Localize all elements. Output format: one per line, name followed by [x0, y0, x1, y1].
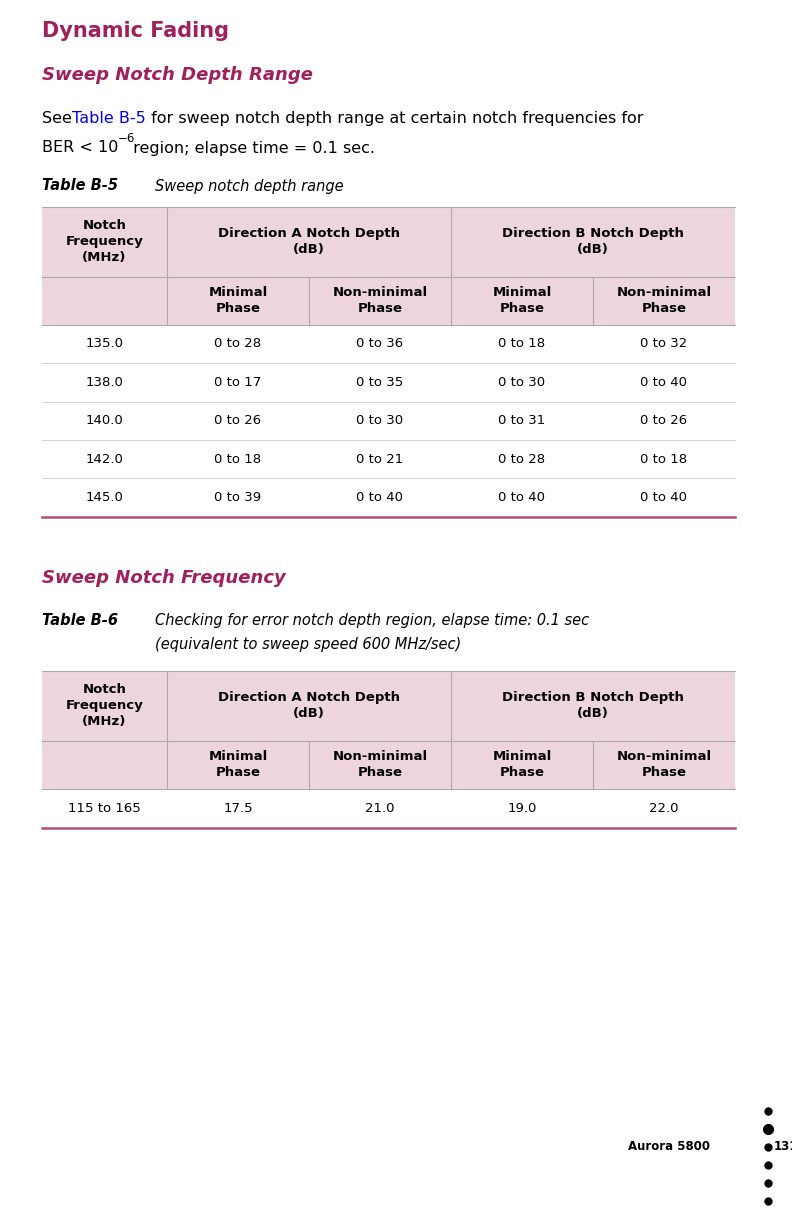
Text: 0 to 26: 0 to 26 — [641, 414, 687, 427]
Text: for sweep notch depth range at certain notch frequencies for: for sweep notch depth range at certain n… — [146, 111, 644, 126]
Text: (equivalent to sweep speed 600 MHz/sec): (equivalent to sweep speed 600 MHz/sec) — [155, 637, 461, 652]
Text: Table B-6: Table B-6 — [42, 613, 118, 628]
Text: 0 to 39: 0 to 39 — [215, 491, 261, 504]
Text: 19.0: 19.0 — [508, 802, 537, 814]
Text: 0 to 28: 0 to 28 — [215, 337, 261, 350]
Text: 131: 131 — [774, 1140, 792, 1154]
Text: 0 to 18: 0 to 18 — [215, 453, 261, 465]
Text: Direction A Notch Depth
(dB): Direction A Notch Depth (dB) — [218, 227, 400, 256]
Text: 0 to 26: 0 to 26 — [215, 414, 261, 427]
Text: Non-minimal
Phase: Non-minimal Phase — [616, 751, 711, 779]
Text: 135.0: 135.0 — [86, 337, 124, 350]
Text: 0 to 18: 0 to 18 — [641, 453, 687, 465]
Text: BER < 10: BER < 10 — [42, 140, 118, 155]
Text: 0 to 32: 0 to 32 — [641, 337, 687, 350]
Text: Non-minimal
Phase: Non-minimal Phase — [616, 286, 711, 315]
Text: Non-minimal
Phase: Non-minimal Phase — [333, 751, 428, 779]
Text: 0 to 30: 0 to 30 — [498, 376, 546, 388]
Text: 138.0: 138.0 — [86, 376, 124, 388]
Text: 0 to 40: 0 to 40 — [498, 491, 546, 504]
Bar — [42, 206, 735, 325]
Text: Minimal
Phase: Minimal Phase — [493, 286, 551, 315]
Bar — [42, 672, 735, 789]
Text: −6: −6 — [117, 132, 135, 144]
Text: 17.5: 17.5 — [223, 802, 253, 814]
Bar — [42, 363, 735, 402]
Text: Table B-5: Table B-5 — [42, 178, 118, 193]
Text: 0 to 18: 0 to 18 — [498, 337, 546, 350]
Text: 115 to 165: 115 to 165 — [68, 802, 141, 814]
Bar — [42, 479, 735, 516]
Text: 22.0: 22.0 — [649, 802, 679, 814]
Text: Table B-5: Table B-5 — [72, 111, 146, 126]
Text: Dynamic Fading: Dynamic Fading — [42, 21, 229, 42]
Bar — [42, 440, 735, 479]
Text: Non-minimal
Phase: Non-minimal Phase — [333, 286, 428, 315]
Text: 0 to 31: 0 to 31 — [498, 414, 546, 427]
Text: 140.0: 140.0 — [86, 414, 124, 427]
Text: 0 to 36: 0 to 36 — [356, 337, 404, 350]
Text: Direction A Notch Depth
(dB): Direction A Notch Depth (dB) — [218, 691, 400, 720]
Text: 21.0: 21.0 — [365, 802, 394, 814]
Text: Direction B Notch Depth
(dB): Direction B Notch Depth (dB) — [502, 227, 684, 256]
Text: 142.0: 142.0 — [86, 453, 124, 465]
Text: See: See — [42, 111, 77, 126]
Bar — [42, 402, 735, 440]
Text: Checking for error notch depth region, elapse time: 0.1 sec: Checking for error notch depth region, e… — [155, 613, 589, 628]
Text: 0 to 30: 0 to 30 — [356, 414, 404, 427]
Text: region; elapse time = 0.1 sec.: region; elapse time = 0.1 sec. — [128, 140, 375, 155]
Text: Sweep Notch Depth Range: Sweep Notch Depth Range — [42, 66, 313, 84]
Text: Sweep notch depth range: Sweep notch depth range — [155, 178, 344, 193]
Text: Notch
Frequency
(MHz): Notch Frequency (MHz) — [66, 219, 143, 264]
Text: 0 to 21: 0 to 21 — [356, 453, 404, 465]
Text: Sweep Notch Frequency: Sweep Notch Frequency — [42, 569, 286, 587]
Text: Minimal
Phase: Minimal Phase — [208, 286, 268, 315]
Text: 0 to 40: 0 to 40 — [356, 491, 403, 504]
Text: Minimal
Phase: Minimal Phase — [208, 751, 268, 779]
Text: Minimal
Phase: Minimal Phase — [493, 751, 551, 779]
Text: 0 to 40: 0 to 40 — [641, 491, 687, 504]
Text: Notch
Frequency
(MHz): Notch Frequency (MHz) — [66, 684, 143, 729]
Bar — [42, 789, 735, 828]
Text: 145.0: 145.0 — [86, 491, 124, 504]
Text: 0 to 17: 0 to 17 — [215, 376, 261, 388]
Text: 0 to 28: 0 to 28 — [498, 453, 546, 465]
Text: Aurora 5800: Aurora 5800 — [628, 1140, 710, 1154]
Text: 0 to 40: 0 to 40 — [641, 376, 687, 388]
Text: Direction B Notch Depth
(dB): Direction B Notch Depth (dB) — [502, 691, 684, 720]
Text: 0 to 35: 0 to 35 — [356, 376, 404, 388]
Bar — [42, 325, 735, 363]
